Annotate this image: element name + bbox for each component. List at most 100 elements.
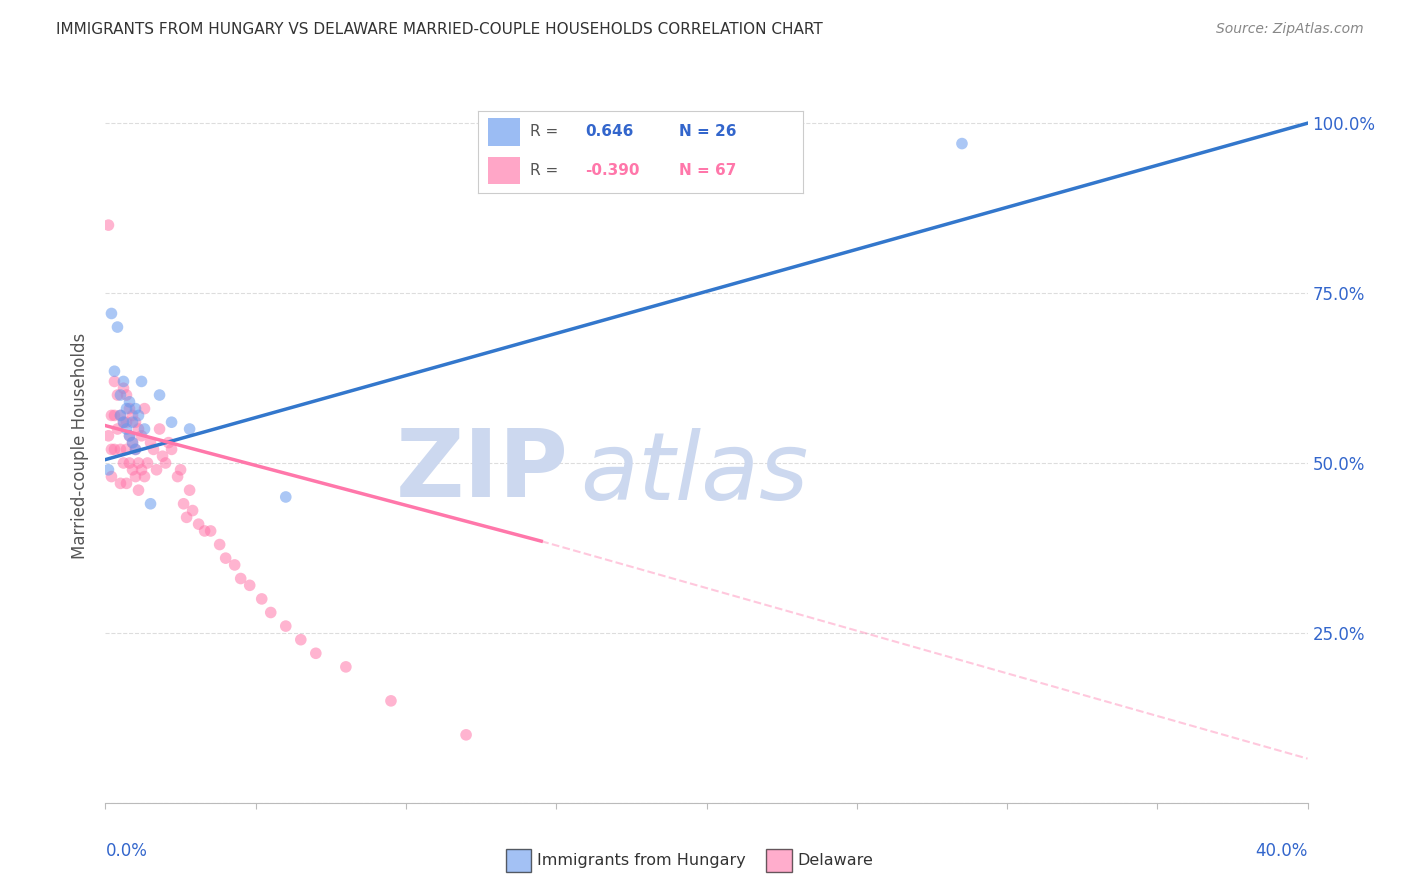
Point [173,497,195,511]
Point [97,218,120,232]
Point [166,469,188,483]
Point [121,415,143,429]
Point [157,435,180,450]
Point [100,306,122,320]
Point [139,497,162,511]
Text: atlas: atlas [581,427,808,518]
Point [110,388,132,402]
Point [103,364,125,378]
Text: 40.0%: 40.0% [1256,842,1308,860]
Point [179,422,201,436]
Point [112,456,135,470]
Point [187,517,209,532]
Point [112,415,135,429]
Point [97,429,120,443]
Text: IMMIGRANTS FROM HUNGARY VS DELAWARE MARRIED-COUPLE HOUSEHOLDS CORRELATION CHART: IMMIGRANTS FROM HUNGARY VS DELAWARE MARR… [56,22,823,37]
Point [110,409,132,423]
Point [194,524,217,538]
Point [124,401,146,416]
Point [124,442,146,457]
Point [115,401,138,416]
Point [115,442,138,457]
Point [274,490,297,504]
Point [145,463,167,477]
Point [131,463,153,477]
Point [214,551,236,566]
Point [224,558,246,572]
Point [110,476,132,491]
Point [229,572,252,586]
Point [118,401,141,416]
Point [112,381,135,395]
Point [124,469,146,483]
Point [179,483,201,498]
Text: 0.0%: 0.0% [105,842,148,860]
Point [121,409,143,423]
Point [950,136,973,151]
Point [305,646,328,660]
Point [121,435,143,450]
Point [181,503,204,517]
Point [118,456,141,470]
Point [121,435,143,450]
Text: Delaware: Delaware [797,854,873,868]
Text: Source: ZipAtlas.com: Source: ZipAtlas.com [1216,22,1364,37]
Point [100,469,122,483]
Point [290,632,312,647]
Point [107,422,129,436]
Point [134,469,156,483]
Point [110,442,132,457]
Point [112,375,135,389]
Point [152,449,174,463]
Point [335,660,357,674]
Point [139,435,162,450]
Point [148,388,170,402]
Point [176,510,198,524]
Point [239,578,262,592]
Point [134,422,156,436]
Point [128,456,150,470]
Point [97,463,120,477]
Point [131,375,153,389]
Point [128,409,150,423]
Point [142,442,165,457]
Point [200,524,222,538]
Y-axis label: Married-couple Households: Married-couple Households [72,333,90,559]
Point [454,728,477,742]
Point [100,442,122,457]
Point [107,388,129,402]
Point [208,537,231,551]
Point [107,320,129,334]
Point [103,442,125,457]
Point [115,415,138,429]
Point [134,401,156,416]
Point [380,694,402,708]
Point [250,591,273,606]
Point [155,456,177,470]
Text: Immigrants from Hungary: Immigrants from Hungary [537,854,745,868]
Point [128,422,150,436]
Point [124,415,146,429]
Point [110,409,132,423]
Point [128,483,150,498]
Point [115,422,138,436]
Point [115,388,138,402]
Point [160,442,183,457]
Point [124,442,146,457]
Point [136,456,159,470]
Point [115,476,138,491]
Point [100,409,122,423]
Point [160,415,183,429]
Point [118,394,141,409]
Point [169,463,191,477]
Point [121,463,143,477]
Point [103,375,125,389]
Point [274,619,297,633]
Point [131,429,153,443]
Point [148,422,170,436]
Point [118,429,141,443]
Text: ZIP: ZIP [395,425,568,517]
Point [118,429,141,443]
Point [260,606,283,620]
Point [112,415,135,429]
